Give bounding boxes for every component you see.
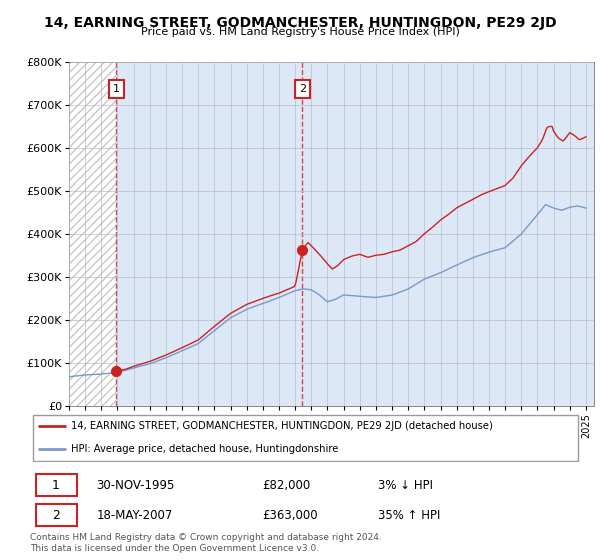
Text: £82,000: £82,000 bbox=[262, 479, 310, 492]
Text: 1: 1 bbox=[52, 479, 60, 492]
Text: 30-NOV-1995: 30-NOV-1995 bbox=[96, 479, 175, 492]
Text: 3% ↓ HPI: 3% ↓ HPI bbox=[378, 479, 433, 492]
Text: £363,000: £363,000 bbox=[262, 508, 317, 521]
FancyBboxPatch shape bbox=[33, 416, 578, 461]
Text: 35% ↑ HPI: 35% ↑ HPI bbox=[378, 508, 440, 521]
FancyBboxPatch shape bbox=[35, 504, 77, 526]
Text: 18-MAY-2007: 18-MAY-2007 bbox=[96, 508, 173, 521]
Text: 2: 2 bbox=[52, 508, 60, 521]
Text: HPI: Average price, detached house, Huntingdonshire: HPI: Average price, detached house, Hunt… bbox=[71, 444, 339, 454]
Text: 1: 1 bbox=[113, 84, 119, 94]
Text: Contains HM Land Registry data © Crown copyright and database right 2024.
This d: Contains HM Land Registry data © Crown c… bbox=[30, 533, 382, 553]
Text: 14, EARNING STREET, GODMANCHESTER, HUNTINGDON, PE29 2JD (detached house): 14, EARNING STREET, GODMANCHESTER, HUNTI… bbox=[71, 421, 493, 431]
FancyBboxPatch shape bbox=[35, 474, 77, 496]
Text: Price paid vs. HM Land Registry's House Price Index (HPI): Price paid vs. HM Land Registry's House … bbox=[140, 27, 460, 37]
Text: 2: 2 bbox=[299, 84, 306, 94]
Text: 14, EARNING STREET, GODMANCHESTER, HUNTINGDON, PE29 2JD: 14, EARNING STREET, GODMANCHESTER, HUNTI… bbox=[44, 16, 556, 30]
